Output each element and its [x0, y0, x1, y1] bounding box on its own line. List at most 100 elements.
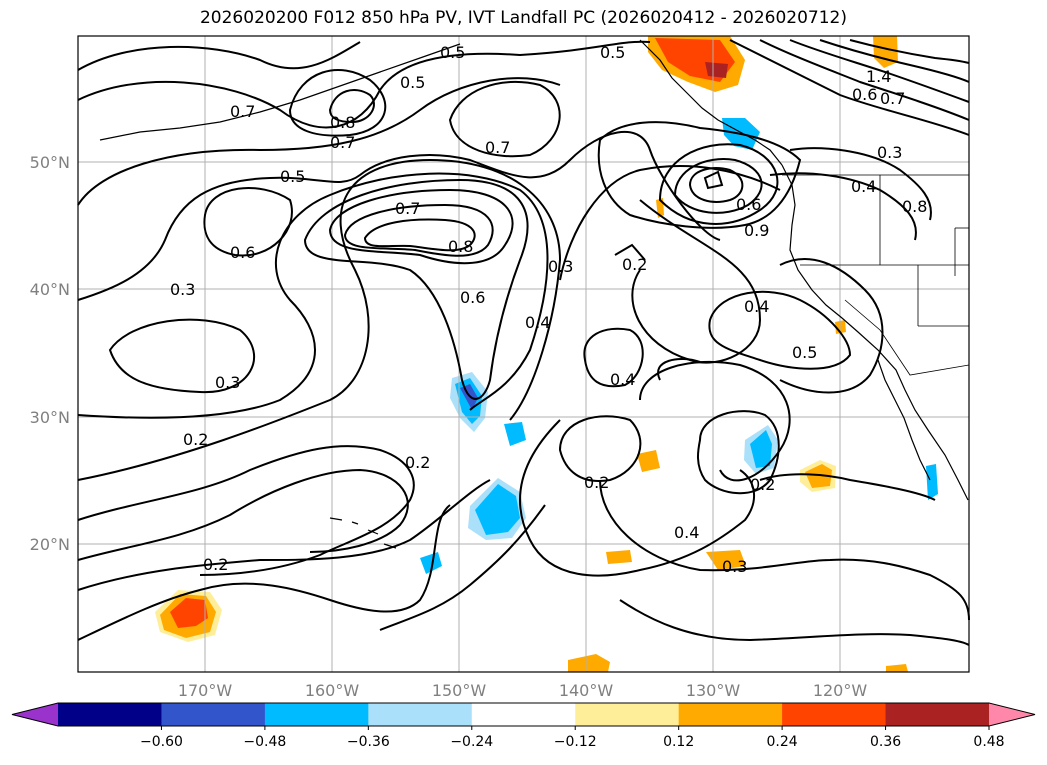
shade-small-positive-5: [637, 450, 660, 472]
lon-tick-label: 140°W: [559, 681, 614, 700]
coastlines: [99, 39, 969, 549]
colorbar-bin: [782, 703, 887, 726]
contour-label: 0.2: [203, 555, 228, 574]
contour-line: [849, 39, 970, 64]
lon-axis: 170°W 160°W 150°W 140°W 130°W 120°W: [178, 681, 868, 700]
colorbar-bin: [471, 703, 576, 726]
contour-line: [789, 147, 932, 221]
contour-line: [729, 39, 970, 136]
contour-label: 0.5: [440, 43, 465, 62]
contour-line: [769, 172, 917, 241]
shade-right-positive-7: [800, 460, 836, 492]
contour-line: [559, 165, 781, 281]
contour-label: 0.2: [584, 473, 609, 492]
contour-label: 0.3: [215, 373, 240, 392]
colorbar-bin: [161, 703, 266, 726]
contour-label: 0.7: [880, 89, 905, 108]
contour-label: 0.3: [170, 280, 195, 299]
contour-line: [108, 318, 256, 394]
contour-label: 0.3: [877, 143, 902, 162]
lat-tick-label: 20°N: [30, 535, 70, 554]
shade-bottom-positive-14: [886, 664, 908, 672]
contour-line: [614, 243, 646, 261]
contour-label: 0.8: [902, 197, 927, 216]
contour-label: 0.7: [330, 133, 355, 152]
contour-line: [77, 479, 491, 591]
contour-label: 0.7: [230, 102, 255, 121]
contour-line: [519, 419, 755, 577]
contour-line: [789, 39, 970, 103]
colorbar-tick-label: 0.24: [767, 734, 798, 750]
contour-line: [697, 410, 780, 495]
colorbar-outline: [11, 702, 1036, 727]
contour-line: [759, 473, 936, 501]
contour-label: 0.5: [600, 43, 625, 62]
contour-label: 1.4: [866, 67, 891, 86]
lon-tick-label: 150°W: [432, 681, 487, 700]
contour-line: [328, 89, 375, 124]
shade-baja-negative-8: [926, 464, 938, 500]
contour-label: 0.8: [330, 113, 355, 132]
lon-tick-label: 160°W: [305, 681, 360, 700]
colorbar-tick-label: 0.12: [663, 734, 694, 750]
colorbar-ticks: −0.60 −0.48 −0.36 −0.24 −0.12 0.12 0.24 0.36 0.4…: [140, 726, 1005, 750]
contour-line: [708, 290, 852, 370]
contour-line: [77, 172, 549, 419]
contour-labels: 0.5 0.5 0.5 0.7 0.8 0.7 0.7 0.5 0.7 0.6 …: [170, 43, 927, 576]
contour-label: 0.7: [395, 199, 420, 218]
contour-line: [77, 77, 561, 206]
lat-axis: 50°N 40°N 30°N 20°N: [30, 153, 70, 554]
contour-label: 0.8: [448, 237, 473, 256]
contour-line: [77, 445, 415, 576]
contour-label: 0.2: [622, 255, 647, 274]
contour-line: [77, 504, 451, 641]
gridlines: [78, 36, 969, 672]
contour-line: [779, 258, 884, 394]
shade-small-negative-2: [504, 422, 526, 446]
contour-line: [303, 178, 529, 400]
colorbar-bin: [885, 703, 990, 726]
contour-line: [597, 121, 802, 229]
lat-tick-label: 50°N: [30, 153, 70, 172]
contour-label: 0.9: [744, 221, 769, 240]
colorbar-tick-label: 0.48: [973, 734, 1004, 750]
contour-label: 0.2: [750, 475, 775, 494]
contour-label: 0.4: [525, 313, 550, 332]
coastline-aleutians: [99, 43, 461, 141]
shade-sw-positive-12: [155, 590, 222, 642]
contour-line: [759, 39, 970, 121]
colorbar-bin: [58, 703, 162, 726]
contour-line: [819, 39, 970, 83]
coastline-alaska: [639, 39, 783, 166]
contour-line: [688, 167, 744, 203]
colorbar-tick-label: −0.60: [140, 734, 183, 750]
contour-label: 0.4: [610, 370, 635, 389]
contour-line: [288, 69, 387, 137]
contour-line: [203, 187, 293, 257]
contour-label: 0.7: [485, 138, 510, 157]
colorbar-tick-label: −0.24: [450, 734, 493, 750]
coastline-bc: [781, 164, 969, 501]
contour-label: 0.4: [851, 177, 876, 196]
pc-shading: [155, 36, 938, 672]
colorbar-tick-label: −0.12: [554, 734, 597, 750]
contour-line: [558, 415, 642, 482]
contour-line: [583, 327, 644, 388]
contour-line: [328, 188, 514, 265]
contour-line: [77, 131, 721, 301]
shade-large-negative-3: [468, 478, 526, 540]
contour-label: 0.5: [792, 343, 817, 362]
contour-line: [343, 203, 494, 257]
contour-line: [379, 504, 546, 631]
lon-tick-label: 120°W: [813, 681, 868, 700]
contour-line: [77, 468, 409, 561]
contour-line: [631, 199, 762, 364]
lat-tick-label: 40°N: [30, 280, 70, 299]
contour-line: [658, 143, 779, 225]
contour-label: 0.6: [230, 243, 255, 262]
shade-small-positive-9: [606, 550, 632, 564]
contour-line: [448, 80, 561, 158]
contour-label: 0.3: [548, 257, 573, 276]
contour-line: [77, 41, 361, 71]
